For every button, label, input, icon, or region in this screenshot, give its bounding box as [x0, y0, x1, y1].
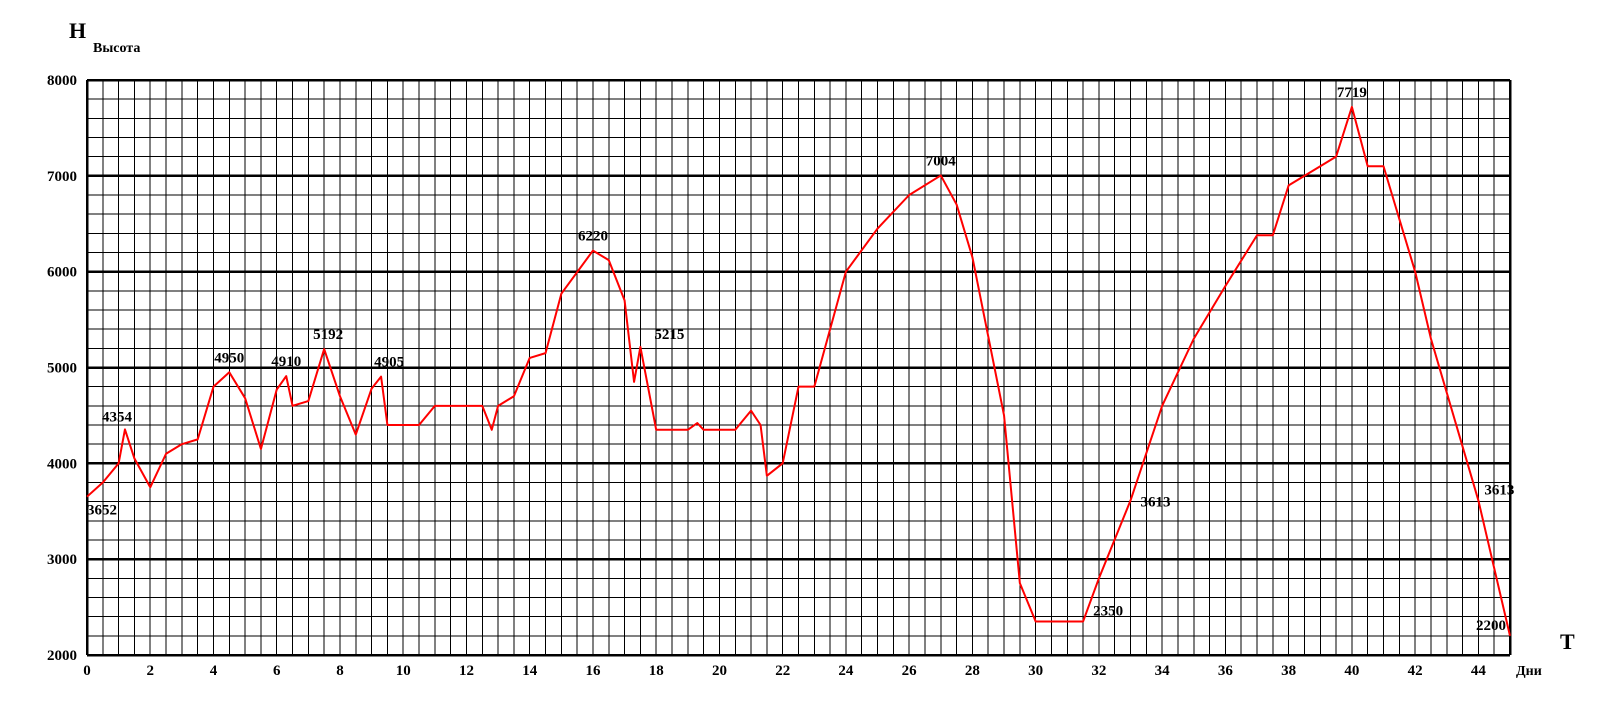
- data-label: 4905: [374, 355, 404, 371]
- y-axis-subtitle: Высота: [93, 41, 140, 56]
- data-label: 2200: [1476, 618, 1506, 634]
- x-tick-label: 18: [649, 663, 664, 679]
- x-tick-label: 2: [146, 663, 154, 679]
- x-tick-label: 36: [1218, 663, 1234, 679]
- x-tick-label: 20: [712, 663, 727, 679]
- y-tick-label: 5000: [47, 361, 77, 377]
- x-tick-label: 32: [1091, 663, 1106, 679]
- x-tick-label: 44: [1471, 663, 1487, 679]
- y-tick-label: 8000: [47, 73, 77, 89]
- data-label: 4950: [214, 350, 244, 366]
- x-tick-label: 24: [838, 663, 854, 679]
- y-tick-label: 4000: [47, 456, 77, 472]
- x-tick-label: 6: [273, 663, 281, 679]
- x-tick-label: 0: [83, 663, 91, 679]
- x-tick-label: 26: [902, 663, 918, 679]
- y-axis-title: H: [69, 18, 86, 43]
- data-label: 5192: [313, 327, 343, 343]
- altitude-chart: 2000300040005000600070008000024681012141…: [0, 0, 1600, 706]
- data-label: 2350: [1093, 603, 1123, 619]
- x-tick-label: 34: [1155, 663, 1171, 679]
- x-axis-subtitle: Дни: [1516, 664, 1542, 679]
- x-tick-label: 12: [459, 663, 474, 679]
- data-label: 5215: [654, 327, 684, 343]
- data-label: 7719: [1337, 85, 1367, 101]
- y-tick-label: 3000: [47, 552, 77, 568]
- data-label: 4354: [102, 409, 133, 425]
- data-label: 3613: [1141, 494, 1171, 510]
- data-label: 6220: [578, 229, 608, 245]
- x-tick-label: 4: [210, 663, 218, 679]
- x-tick-label: 8: [336, 663, 344, 679]
- x-tick-label: 16: [585, 663, 601, 679]
- x-tick-label: 10: [396, 663, 411, 679]
- data-label: 7004: [926, 153, 957, 169]
- x-tick-label: 28: [965, 663, 980, 679]
- y-tick-label: 2000: [47, 648, 77, 664]
- y-tick-label: 7000: [47, 169, 77, 185]
- x-tick-label: 40: [1344, 663, 1359, 679]
- x-axis-title: T: [1560, 629, 1575, 654]
- y-tick-label: 6000: [47, 265, 77, 281]
- data-label: 3652: [87, 503, 117, 519]
- x-tick-label: 30: [1028, 663, 1043, 679]
- x-tick-label: 38: [1281, 663, 1296, 679]
- x-tick-label: 14: [522, 663, 538, 679]
- data-label: 3613: [1484, 482, 1514, 498]
- x-tick-label: 42: [1408, 663, 1423, 679]
- data-label: 4910: [271, 354, 301, 370]
- x-tick-label: 22: [775, 663, 790, 679]
- chart-svg: 2000300040005000600070008000024681012141…: [0, 0, 1600, 706]
